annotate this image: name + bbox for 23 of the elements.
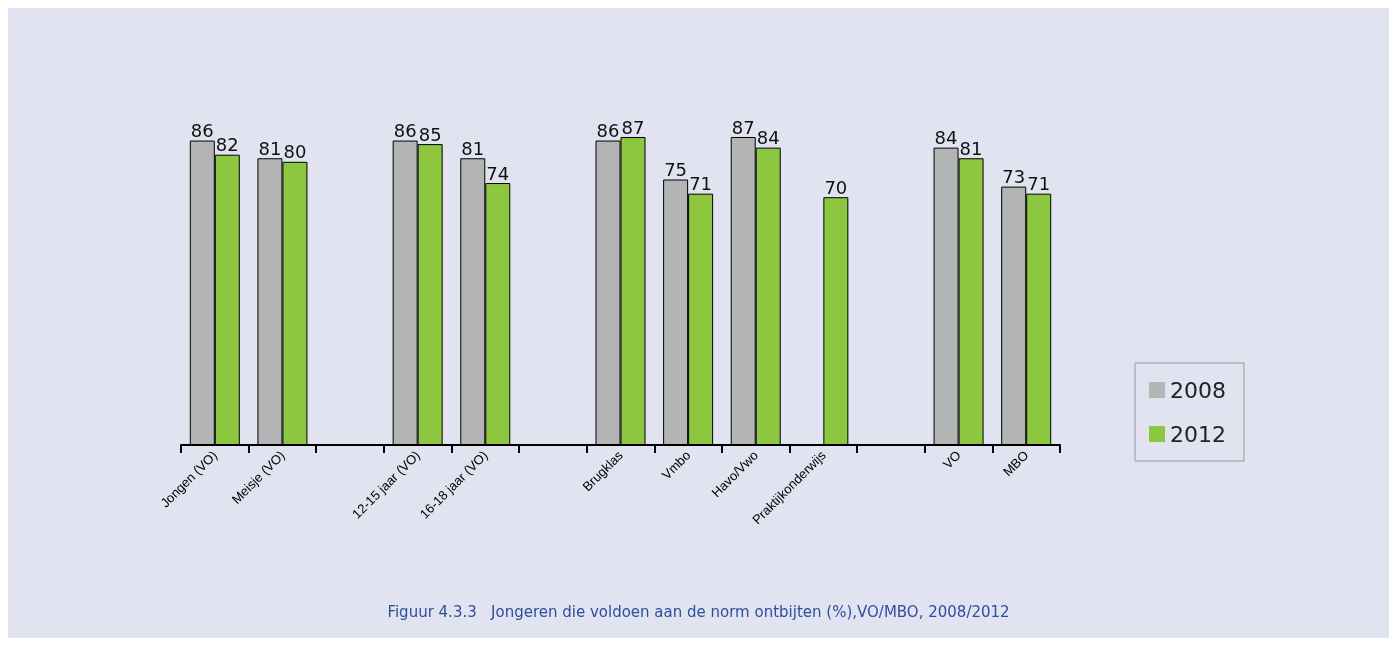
- data-label: 84: [934, 127, 958, 149]
- data-label: 87: [731, 116, 755, 138]
- data-label: 73: [1002, 166, 1026, 188]
- data-label: 71: [689, 173, 713, 195]
- data-label: 87: [621, 116, 645, 138]
- data-label: 84: [756, 127, 780, 149]
- data-label: 80: [283, 141, 307, 163]
- x-tick-label: VO: [940, 447, 964, 472]
- data-label: 86: [190, 120, 214, 142]
- data-label: 70: [824, 176, 848, 198]
- data-label: 75: [664, 159, 688, 180]
- data-label: 86: [393, 120, 417, 142]
- data-label: 85: [418, 123, 442, 145]
- data-label: 81: [461, 137, 485, 159]
- data-label: 82: [215, 134, 239, 156]
- data-label: 81: [959, 137, 983, 159]
- data-label: 86: [596, 120, 620, 142]
- data-label: 81: [258, 137, 282, 159]
- text: Figuur 4.3.3 Jongeren die voldoen aan de norm ontbijten (%),VO/MBO, 2008/2012: [387, 602, 1010, 621]
- data-label: 74: [486, 162, 510, 184]
- legend-label: 2008: [1170, 377, 1227, 403]
- data-label: 71: [1027, 173, 1051, 195]
- legend-label: 2012: [1170, 421, 1227, 447]
